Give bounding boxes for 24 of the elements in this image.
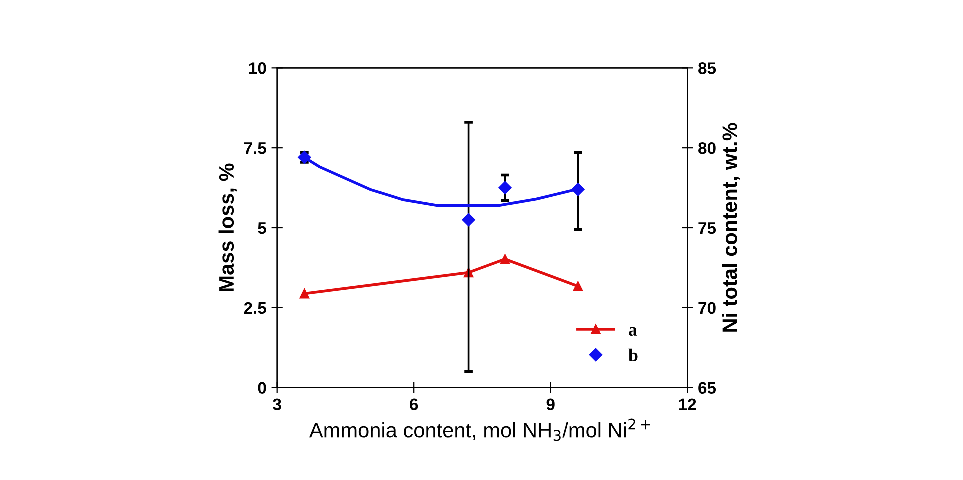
legend-label: b (628, 348, 638, 362)
point (500, 254, 510, 264)
legend-label: a (629, 327, 638, 336)
point (462, 213, 476, 227)
y-tick-label: 2.5 (244, 302, 266, 314)
x-tick-label: 9 (546, 398, 555, 410)
point (573, 282, 584, 292)
x-tick-label: 6 (410, 398, 418, 410)
y2-tick-label: 65 (698, 382, 716, 394)
x-tick-label: 12 (679, 398, 696, 410)
point (498, 181, 512, 195)
x-axis-title: Ammonia content, mol NH$_{3}$/mol Ni$^{2+}$ (309, 418, 650, 442)
point (300, 288, 310, 299)
y-axis-title: Mass loss, % (218, 164, 238, 292)
y-tick-label: 0 (258, 382, 266, 394)
y2-tick-label: 75 (698, 222, 716, 234)
y-tick-label: 7.5 (244, 142, 266, 154)
y2-tick-label: 70 (698, 302, 716, 314)
y2-tick-label: 85 (698, 62, 716, 74)
y-tick-label: 10 (249, 62, 266, 74)
y2-tick-label: 80 (698, 142, 716, 154)
y2-axis-title: Ni total content, wt.% (722, 123, 740, 332)
y-tick-label: 5 (258, 222, 266, 234)
x-tick-label: 3 (273, 398, 282, 411)
